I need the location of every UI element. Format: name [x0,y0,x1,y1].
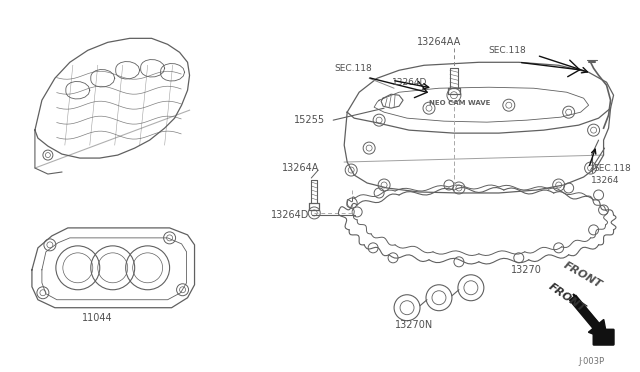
Text: 11044: 11044 [82,313,113,323]
Text: SEC.118: SEC.118 [489,46,527,55]
Text: FRONT: FRONT [562,260,604,290]
Text: J·003P: J·003P [579,357,605,366]
Text: NEO CAM WAVE: NEO CAM WAVE [429,100,490,106]
Text: SEC.118: SEC.118 [334,64,372,73]
Polygon shape [573,295,614,344]
Text: 13264A: 13264A [282,163,320,173]
Text: 13264D: 13264D [271,210,310,220]
Text: 13264: 13264 [591,176,619,185]
Text: 15255: 15255 [294,115,325,125]
Text: SEC.118: SEC.118 [594,164,631,173]
Text: 13270: 13270 [511,265,541,275]
Text: 13264AA: 13264AA [417,37,461,47]
Text: 13270N: 13270N [395,320,433,330]
FancyArrow shape [570,295,607,340]
Text: FRONT: FRONT [547,281,588,314]
Text: 13264D: 13264D [392,78,428,87]
